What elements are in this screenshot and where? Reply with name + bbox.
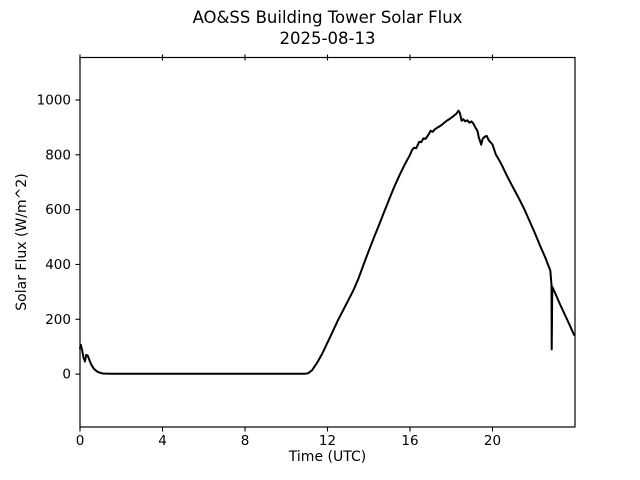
chart-title-block: AO&SS Building Tower Solar Flux 2025-08-… [80,7,575,49]
chart-subtitle: 2025-08-13 [279,29,376,48]
x-tick-label: 4 [158,433,167,449]
x-tick-label: 8 [241,433,250,449]
y-tick-label: 400 [45,257,71,273]
x-axis-label: Time (UTC) [288,449,367,465]
y-tick-label: 600 [45,202,71,218]
y-tick-label: 800 [45,147,71,163]
y-tick-label: 1000 [37,92,71,108]
x-tick-label: 20 [484,433,501,449]
solar-flux-line [79,109,575,375]
x-tick-label: 16 [401,433,418,449]
y-tick-label: 200 [45,312,71,328]
chart-title: AO&SS Building Tower Solar Flux [192,8,463,27]
y-tick-label: 0 [62,367,71,383]
x-tick-label: 12 [319,433,336,449]
plot-frame [79,56,576,428]
x-tick-label: 0 [76,433,85,449]
y-axis-label: Solar Flux (W/m^2) [14,173,30,311]
